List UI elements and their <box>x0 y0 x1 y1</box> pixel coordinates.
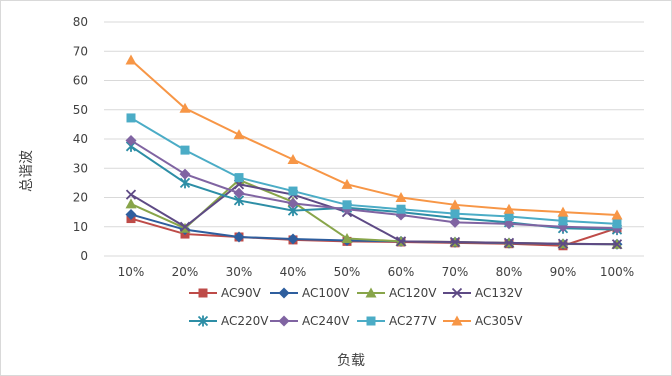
legend-item-ac90v: AC90V <box>189 286 262 300</box>
series-line <box>130 139 618 230</box>
data-point <box>288 186 298 196</box>
legend-label: AC132V <box>475 286 523 300</box>
x-tick-label: 90% <box>550 265 577 279</box>
data-point <box>233 129 245 140</box>
x-tick-label: 50% <box>334 265 361 279</box>
y-tick-label: 80 <box>73 15 88 29</box>
series-group <box>125 54 623 251</box>
data-point <box>611 209 623 220</box>
data-point <box>126 113 136 123</box>
x-axis-ticks: 10% 20% 30% 40% 50% 60% 70% 80% 90% 100% <box>118 265 634 279</box>
data-point <box>557 238 569 249</box>
legend-label: AC220V <box>221 314 269 328</box>
data-point <box>341 232 353 243</box>
data-point <box>125 134 137 146</box>
y-tick-label: 10 <box>73 220 88 234</box>
y-tick-label: 30 <box>73 161 88 175</box>
legend-marker <box>451 287 463 299</box>
data-point <box>395 236 407 247</box>
gridlines <box>104 21 644 257</box>
x-tick-label: 70% <box>442 265 469 279</box>
legend-marker <box>366 316 376 326</box>
data-point <box>503 203 515 214</box>
data-point <box>287 197 299 209</box>
series-ac305v <box>125 54 623 220</box>
legend-marker <box>197 315 209 327</box>
x-tick-label: 40% <box>280 265 307 279</box>
data-point <box>557 206 569 217</box>
legend-label: AC240V <box>302 314 350 328</box>
y-axis-title: 总谐波 <box>19 150 35 192</box>
data-point <box>558 216 568 226</box>
legend-item-ac305v: AC305V <box>443 314 523 328</box>
x-tick-label: 10% <box>118 265 145 279</box>
x-tick-label: 30% <box>226 265 253 279</box>
x-tick-label: 20% <box>172 265 199 279</box>
data-point <box>503 237 515 248</box>
y-tick-label: 60 <box>73 74 88 88</box>
data-point <box>611 239 623 250</box>
data-point <box>125 208 137 220</box>
data-point <box>179 168 191 180</box>
legend-marker <box>278 315 290 327</box>
data-point <box>287 233 299 245</box>
x-tick-label: 80% <box>496 265 523 279</box>
legend-item-ac100v: AC100V <box>270 286 350 300</box>
series-ac277v <box>126 113 622 229</box>
data-point <box>396 204 406 214</box>
y-tick-label: 70 <box>73 44 88 58</box>
data-point <box>395 192 407 202</box>
series-line <box>130 59 618 217</box>
data-point <box>180 145 190 155</box>
series-ac220v <box>125 140 623 236</box>
data-point <box>234 173 244 183</box>
x-axis-title: 负载 <box>337 353 365 369</box>
legend: AC90V AC100V AC120V AC132V AC220V AC240V AC277… <box>189 286 523 328</box>
y-tick-label: 40 <box>73 132 88 146</box>
legend-marker <box>365 287 377 298</box>
legend-label: AC277V <box>389 314 437 328</box>
data-point <box>125 54 137 65</box>
data-point <box>449 199 461 210</box>
y-tick-label: 20 <box>73 191 88 205</box>
series-line <box>130 183 618 246</box>
data-point <box>179 102 191 113</box>
data-point <box>341 178 353 189</box>
legend-item-ac132v: AC132V <box>443 286 523 300</box>
data-point <box>287 153 299 164</box>
data-point <box>125 198 137 209</box>
x-tick-label: 100% <box>600 265 634 279</box>
legend-item-ac220v: AC220V <box>189 314 269 328</box>
series-ac240v <box>125 134 623 234</box>
legend-item-ac277v: AC277V <box>357 314 437 328</box>
data-point <box>450 209 460 219</box>
data-point <box>503 218 515 230</box>
legend-item-ac120v: AC120V <box>357 286 437 300</box>
data-point <box>125 189 137 200</box>
legend-marker <box>198 288 208 298</box>
data-point <box>342 200 352 210</box>
data-point <box>449 216 461 228</box>
series-line <box>130 117 618 225</box>
data-point <box>233 187 245 199</box>
legend-item-ac240v: AC240V <box>270 314 350 328</box>
legend-label: AC305V <box>475 314 523 328</box>
data-point <box>612 219 622 229</box>
data-point <box>504 212 514 222</box>
legend-marker <box>451 315 463 326</box>
data-point <box>233 231 245 243</box>
y-axis-ticks: 0 10 20 30 40 50 60 70 80 <box>73 15 88 263</box>
data-point <box>449 236 461 248</box>
legend-label: AC120V <box>389 286 437 300</box>
legend-label: AC100V <box>302 286 350 300</box>
data-point <box>179 221 191 232</box>
y-tick-label: 50 <box>73 103 88 117</box>
y-tick-label: 0 <box>80 249 88 263</box>
x-tick-label: 60% <box>388 265 415 279</box>
legend-label: AC90V <box>221 286 262 300</box>
legend-marker <box>278 287 290 299</box>
